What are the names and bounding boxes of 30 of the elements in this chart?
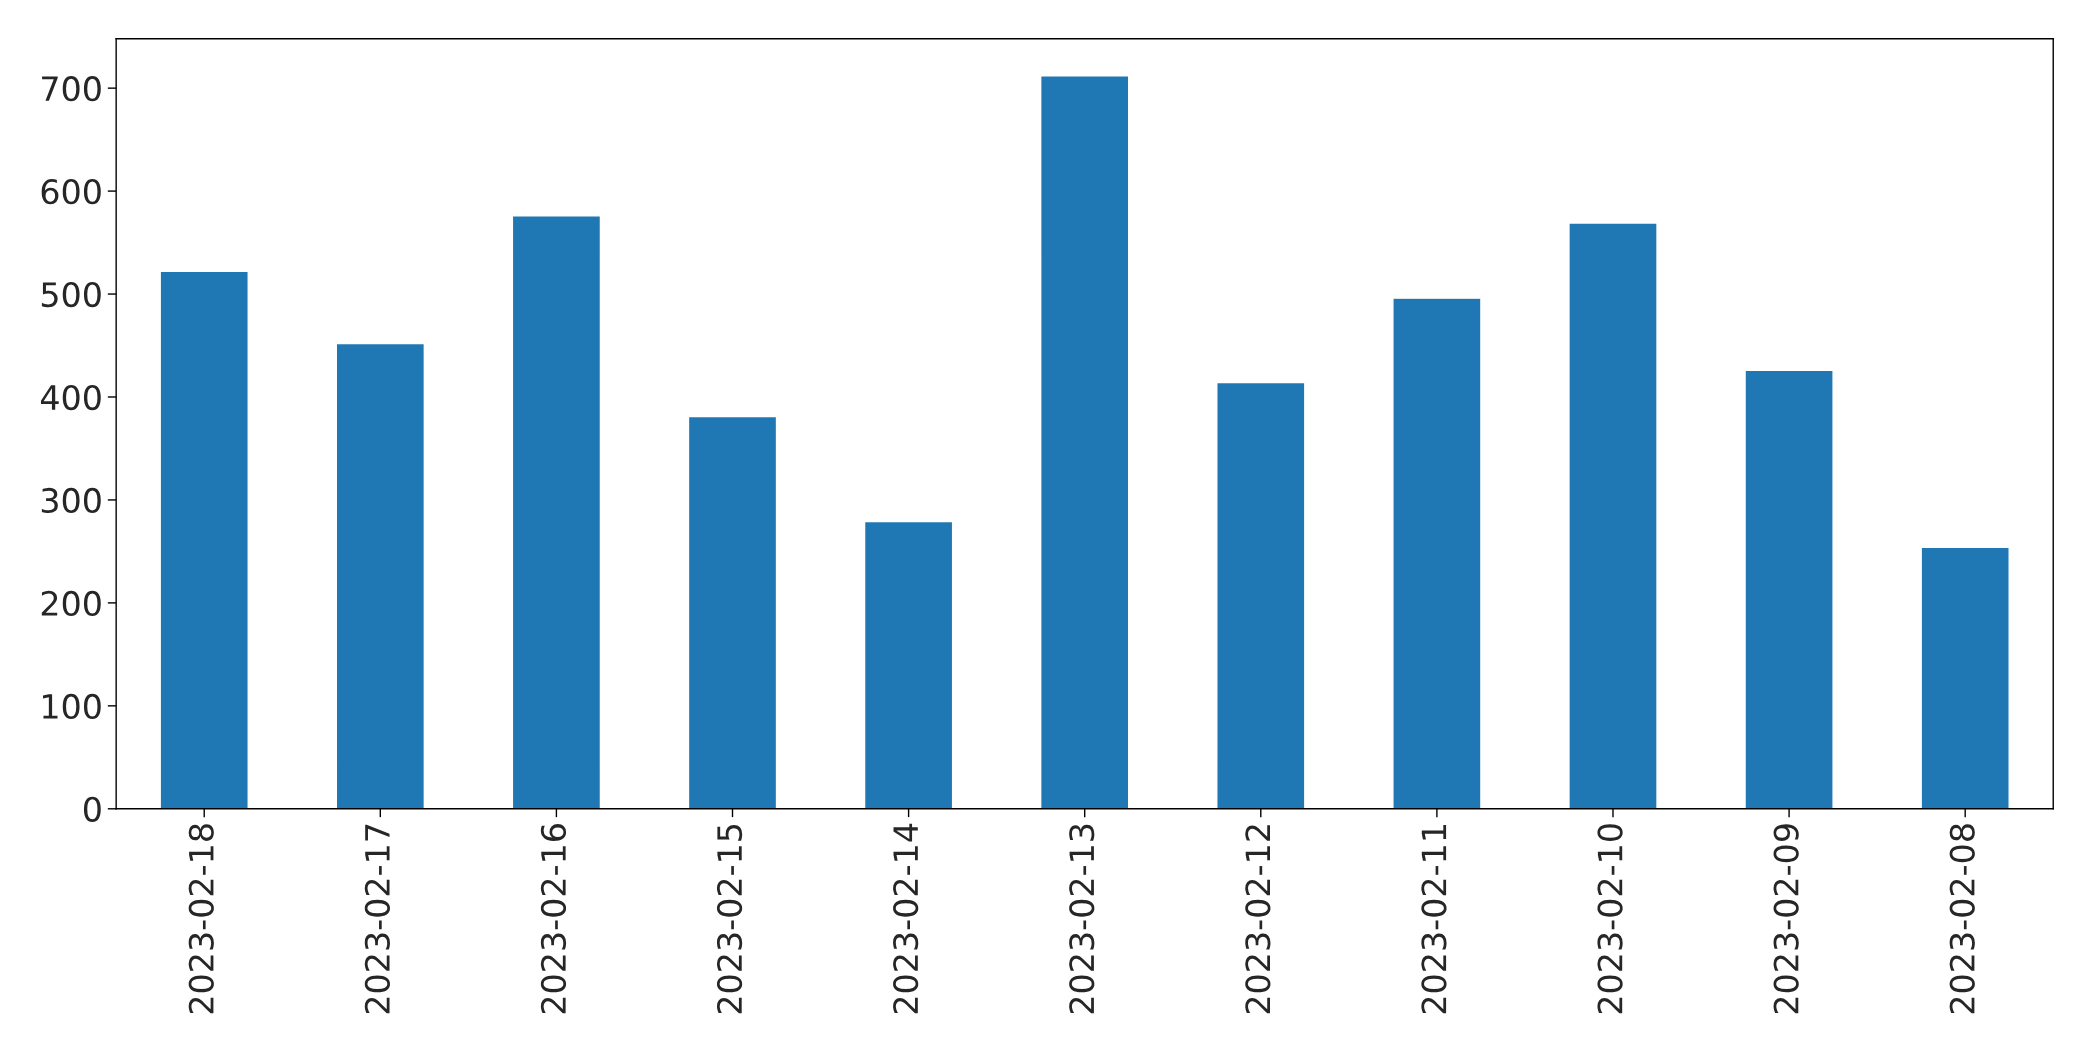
x-tick-label: 2023-02-13 [1069,824,1095,1014]
y-tick-label: 400 [40,384,101,411]
y-tick-label: 700 [42,76,101,102]
x-tick-label: 2023-02-09 [1773,824,1799,1014]
bar [1039,75,1130,809]
y-tick-label: 100 [43,693,101,719]
bar [1568,222,1658,809]
x-tick-label: 2023-02-16 [540,824,567,1014]
bar [511,215,602,809]
y-tick-label: 200 [41,590,101,617]
y-tick-label: 500 [41,281,101,308]
bar [687,415,778,809]
x-tick-label: 2023-02-17 [364,824,390,1014]
bar [1744,369,1834,809]
bar [1392,297,1482,809]
x-tick-label: 2023-02-10 [1597,824,1623,1014]
bar [1920,546,2010,809]
y-tick-label: 600 [41,179,101,205]
x-tick-label: 2023-02-11 [1421,825,1447,1014]
x-tick-label: 2023-02-15 [716,824,743,1014]
bar [1216,381,1306,809]
x-tick-label: 2023-02-14 [893,823,919,1014]
bar [863,520,954,809]
x-tick-label: 2023-02-08 [1949,824,1975,1014]
x-tick-label: 2023-02-18 [188,824,214,1014]
y-tick-label: 300 [41,487,101,514]
x-tick-label: 2023-02-12 [1245,825,1271,1014]
bar [159,270,249,809]
y-tick-label: 0 [83,796,101,822]
bar [335,342,426,809]
